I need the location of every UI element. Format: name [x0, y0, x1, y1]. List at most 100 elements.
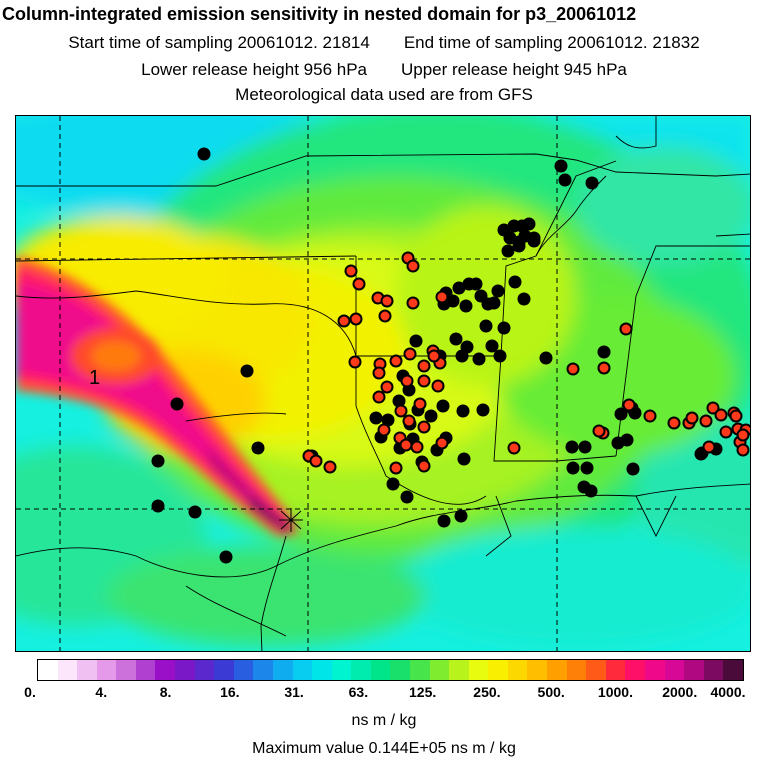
- station-marker-black: [527, 234, 541, 248]
- station-marker-red: [736, 428, 750, 442]
- station-marker-red: [622, 398, 636, 412]
- colorbar-segment: [331, 660, 352, 680]
- colorbar-tick-label: 500.: [537, 684, 565, 700]
- station-marker-black: [455, 349, 469, 363]
- station-marker-red: [714, 408, 728, 422]
- station-marker-black: [585, 176, 599, 190]
- station-marker-red: [348, 355, 362, 369]
- station-marker-black: [487, 296, 501, 310]
- colorbar-segment: [566, 660, 587, 680]
- station-marker-red: [323, 460, 337, 474]
- station-marker-red: [643, 409, 657, 423]
- colorbar-segment: [77, 660, 97, 680]
- station-marker-black: [597, 345, 611, 359]
- station-marker-black: [566, 461, 580, 475]
- colorbar-segment: [625, 660, 645, 680]
- colorbar-segment: [586, 660, 606, 680]
- station-marker-black: [251, 441, 265, 455]
- station-marker-black: [491, 284, 505, 298]
- station-marker-red: [402, 414, 416, 428]
- station-marker-red: [380, 380, 394, 394]
- station-marker-black: [472, 352, 486, 366]
- station-marker-black: [476, 403, 490, 417]
- station-marker-red: [729, 409, 743, 423]
- station-marker-black: [454, 509, 468, 523]
- station-marker-red: [309, 454, 323, 468]
- colorbar-tick-labels: 0. 4. 8. 16. 31. 63. 125. 250. 500. 1000. 2000. 400…: [0, 684, 768, 704]
- station-marker-red: [417, 359, 431, 373]
- colorbar-segment: [644, 660, 665, 680]
- station-marker-black: [611, 436, 625, 450]
- colorbar-tick-label: 0.: [24, 684, 36, 700]
- colorbar-tick-label: 31.: [284, 684, 304, 700]
- colorbar-segment: [253, 660, 273, 680]
- station-marker-black: [437, 514, 451, 528]
- station-marker-black: [539, 351, 553, 365]
- colorbar-tick-label: 8.: [159, 684, 172, 700]
- station-marker-black: [240, 364, 254, 378]
- station-marker-red: [699, 414, 713, 428]
- station-marker-red: [377, 423, 391, 437]
- station-marker-black: [409, 334, 423, 348]
- station-marker-black: [512, 239, 526, 253]
- station-marker-black: [614, 407, 628, 421]
- colorbar-segment: [57, 660, 78, 680]
- station-marker-black: [197, 147, 211, 161]
- end-time-label: End time of sampling 20061012. 21832: [403, 33, 700, 52]
- station-marker-red: [427, 349, 441, 363]
- colorbar-segment: [312, 660, 332, 680]
- station-marker-black: [493, 349, 507, 363]
- station-marker-black: [170, 397, 184, 411]
- plot-title: Column-integrated emission sensitivity i…: [2, 4, 637, 24]
- emission-plume: [16, 256, 298, 536]
- station-marker-black: [436, 399, 450, 413]
- station-marker-black: [508, 275, 522, 289]
- colorbar-segment: [194, 660, 215, 680]
- station-marker-black: [554, 159, 568, 173]
- colorbar-segment: [723, 660, 743, 680]
- station-marker-red: [619, 322, 633, 336]
- station-marker-black: [626, 462, 640, 476]
- station-marker-red: [410, 440, 424, 454]
- station-marker-black: [565, 440, 579, 454]
- station-marker-red: [706, 401, 720, 415]
- station-marker-black: [219, 550, 233, 564]
- station-marker-red: [685, 411, 699, 425]
- station-marker-black: [369, 411, 383, 425]
- station-marker-red: [507, 441, 521, 455]
- station-marker-black: [522, 217, 536, 231]
- map-canvas: 1: [16, 116, 750, 651]
- colorbar-segment: [292, 660, 313, 680]
- colorbar-segment: [664, 660, 685, 680]
- release-height-row: Lower release height 956 hPa Upper releas…: [0, 60, 768, 80]
- colorbar-segment: [272, 660, 293, 680]
- station-marker-black: [392, 394, 406, 408]
- colorbar-segment: [96, 660, 117, 680]
- station-marker-red: [597, 361, 611, 375]
- station-marker-black: [584, 484, 598, 498]
- colorbar-segment: [135, 660, 156, 680]
- station-marker-black: [578, 440, 592, 454]
- map-gridlines: [16, 116, 750, 651]
- station-marker-red: [417, 459, 431, 473]
- colorbar-segment: [155, 660, 176, 680]
- colorbar-tick-label: 4.: [95, 684, 108, 700]
- station-marker-red: [378, 309, 392, 323]
- station-marker-red: [406, 296, 420, 310]
- colorbar-units: ns m / kg: [351, 712, 417, 729]
- station-marker-black: [485, 339, 499, 353]
- colorbar-tick-label: 2000.: [662, 684, 698, 700]
- station-marker-black: [479, 319, 493, 333]
- station-marker-red: [702, 440, 716, 454]
- station-marker-black: [151, 454, 165, 468]
- station-marker-black: [386, 477, 400, 491]
- colorbar-segment: [233, 660, 254, 680]
- colorbar-segment: [449, 660, 469, 680]
- station-marker-red: [399, 438, 413, 452]
- station-marker-red: [400, 374, 414, 388]
- station-marker-black: [459, 299, 473, 313]
- station-marker-black: [452, 281, 466, 295]
- start-time-label: Start time of sampling 20061012. 21814: [68, 33, 370, 52]
- colorbar-tick-label: 250.: [473, 684, 501, 700]
- station-marker-red: [736, 443, 750, 457]
